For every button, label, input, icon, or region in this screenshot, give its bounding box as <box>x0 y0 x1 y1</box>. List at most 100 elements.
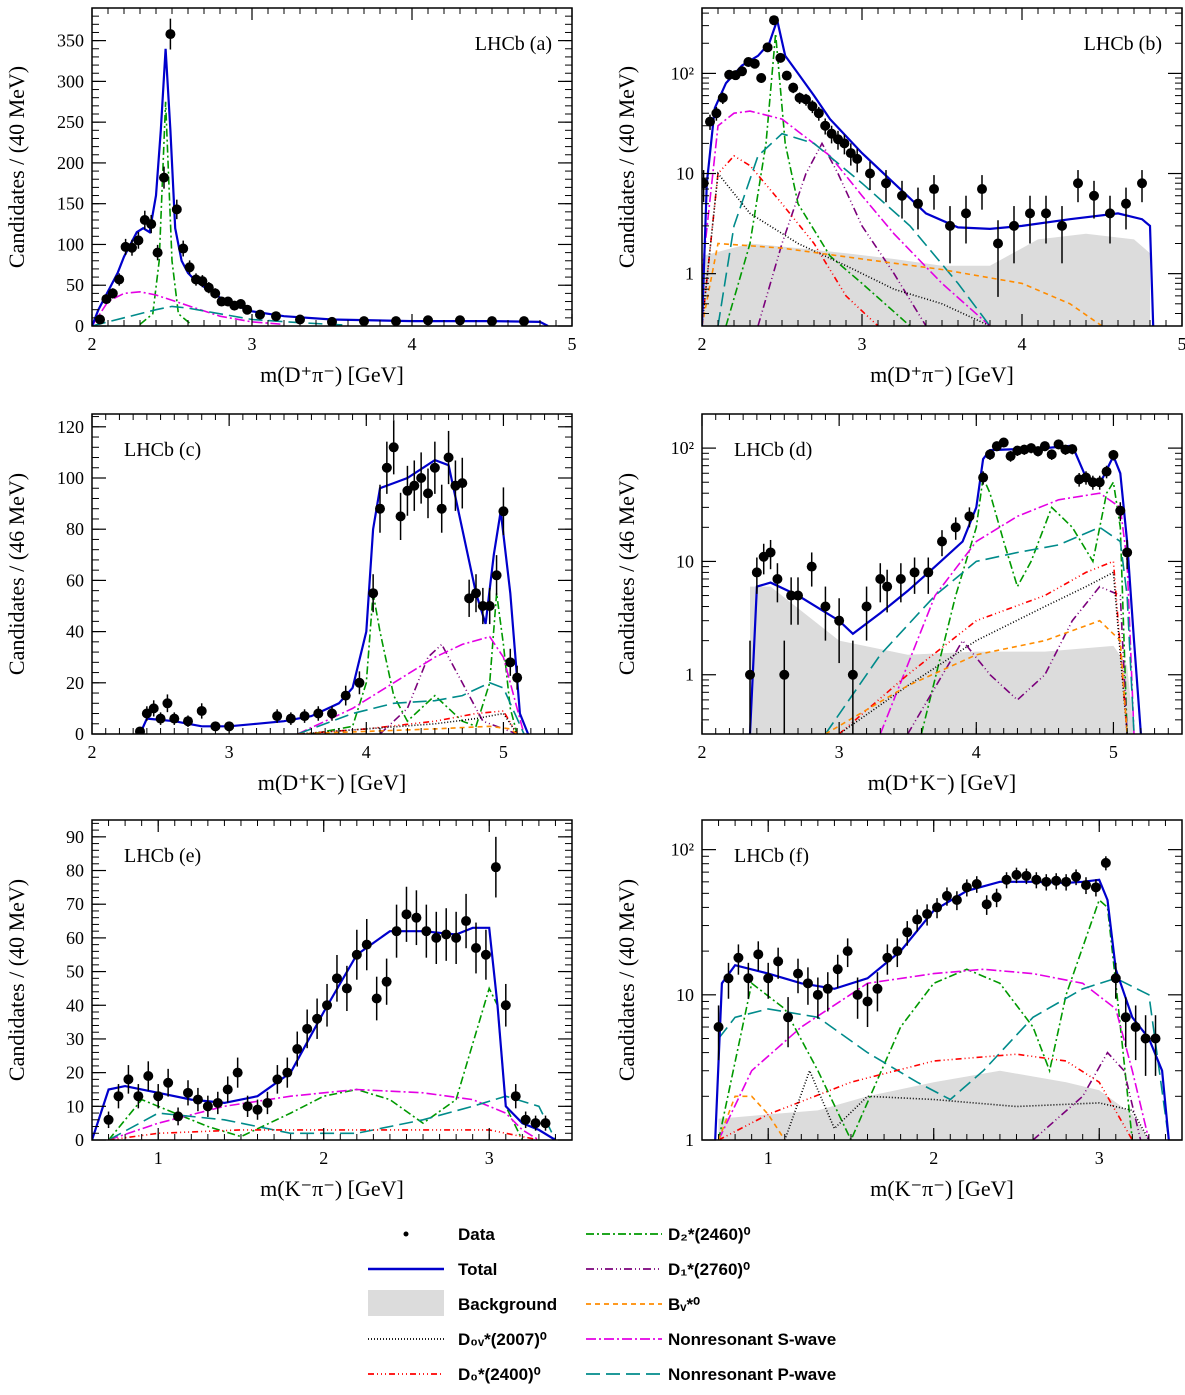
data-point <box>135 726 145 734</box>
data-point <box>882 581 893 592</box>
data-point <box>1053 439 1064 450</box>
y-tick-label: 0 <box>75 724 84 744</box>
panel-tag: LHCb (c) <box>124 439 201 461</box>
data-point <box>354 677 365 688</box>
x-tick-label: 2 <box>319 1148 328 1168</box>
data-point <box>530 1118 541 1129</box>
legend-item-d-2760-: D₁*(2760)⁰ <box>586 1260 750 1279</box>
panel-tag: LHCb (b) <box>1084 33 1162 55</box>
data-point <box>1130 1022 1141 1033</box>
x-tick-label: 1 <box>764 1148 773 1168</box>
curve-d-2760- <box>907 585 1128 734</box>
data-point <box>786 590 797 601</box>
data-point <box>391 926 402 937</box>
data-point <box>436 503 447 514</box>
data-point <box>388 442 399 453</box>
curve-d-2460- <box>107 986 524 1140</box>
curve-total <box>92 48 549 326</box>
data-point <box>255 309 265 320</box>
data-point <box>341 983 352 994</box>
data-point <box>429 462 440 473</box>
data-point <box>783 1012 794 1023</box>
data-point <box>862 996 873 1007</box>
curve-d-2760- <box>1032 1051 1142 1140</box>
data-point <box>932 902 943 913</box>
data-point <box>421 926 432 937</box>
y-tick-label: 10 <box>676 985 694 1005</box>
data-point <box>165 29 176 40</box>
data-point <box>897 190 907 201</box>
x-axis-label: m(K⁻π⁻) [GeV] <box>260 1176 404 1201</box>
data-point <box>922 909 933 920</box>
legend-symbol-fill <box>368 1290 444 1316</box>
data-point <box>512 672 523 683</box>
data-point <box>839 138 850 149</box>
legend-label: D₀ᵥ*(2007)⁰ <box>458 1330 547 1349</box>
data-point <box>985 449 995 460</box>
y-tick-label: 10 <box>66 1096 84 1116</box>
data-point <box>252 1104 263 1115</box>
data-point <box>285 713 296 724</box>
data-point <box>977 184 987 195</box>
x-axis-label: m(D⁺π⁻) [GeV] <box>260 362 404 387</box>
x-tick-label: 5 <box>1178 334 1185 354</box>
x-tick-label: 4 <box>362 742 371 762</box>
data-point <box>1073 178 1083 189</box>
data-point <box>1140 1033 1151 1044</box>
data-point <box>801 94 811 105</box>
data-point <box>713 1022 724 1033</box>
legend-label: Bᵥ*⁰ <box>668 1295 700 1314</box>
data-point <box>993 238 1003 249</box>
data-point <box>812 989 823 1000</box>
data-point <box>762 42 773 53</box>
data-point <box>322 1000 333 1011</box>
data-point <box>114 274 125 285</box>
data-point <box>847 669 858 680</box>
curve-nonresonant-p-wave <box>92 305 349 326</box>
panel-f: 1 2 3 1 10 10² m(K⁻π⁻) [GeV] Candidates / (40 M… <box>614 819 1183 1201</box>
legend-label: D₁*(2760)⁰ <box>668 1260 750 1279</box>
data-point <box>1137 178 1147 189</box>
data-point <box>1081 880 1091 891</box>
legend-item-d-2460-: D₂*(2460)⁰ <box>586 1225 751 1244</box>
curve-d-2460- <box>717 898 1134 1140</box>
data-point <box>1005 451 1016 462</box>
data-point <box>793 968 803 979</box>
y-tick-label: 10 <box>676 164 694 184</box>
data-point <box>895 573 906 584</box>
x-tick-label: 4 <box>408 334 417 354</box>
data-point <box>1094 477 1105 488</box>
legend-item-b-: Bᵥ*⁰ <box>586 1295 700 1314</box>
plot-area <box>92 836 557 1140</box>
data-point <box>491 570 502 581</box>
y-tick-label: 40 <box>66 995 84 1015</box>
plot-area <box>713 856 1170 1140</box>
data-point <box>510 1091 521 1102</box>
data-point <box>162 698 173 709</box>
data-point <box>1011 869 1022 880</box>
y-axis-label: Candidates / (46 MeV) <box>4 473 29 675</box>
curve-nonresonant-s-wave <box>108 1088 540 1140</box>
data-point <box>212 1097 223 1108</box>
data-point <box>471 943 481 953</box>
data-point <box>262 1097 273 1108</box>
data-point <box>371 993 382 1004</box>
data-point <box>861 601 872 612</box>
data-point <box>998 437 1009 448</box>
legend-label: D₂*(2460)⁰ <box>668 1225 751 1244</box>
data-point <box>756 72 767 83</box>
legend-item-d-2400-: D₀*(2400)⁰ <box>368 1365 541 1384</box>
y-tick-label: 30 <box>66 1029 84 1049</box>
x-axis-label: m(D⁺K⁻) [GeV] <box>868 770 1016 795</box>
data-point <box>779 669 790 680</box>
y-tick-label: 150 <box>57 194 84 214</box>
data-point <box>313 708 324 719</box>
data-point <box>1061 876 1072 887</box>
data-point <box>169 713 180 724</box>
data-point <box>331 973 342 984</box>
data-point <box>505 657 516 668</box>
y-tick-label: 80 <box>66 519 84 539</box>
x-tick-label: 1 <box>154 1148 163 1168</box>
y-tick-label: 100 <box>57 234 84 254</box>
data-point <box>711 108 722 119</box>
